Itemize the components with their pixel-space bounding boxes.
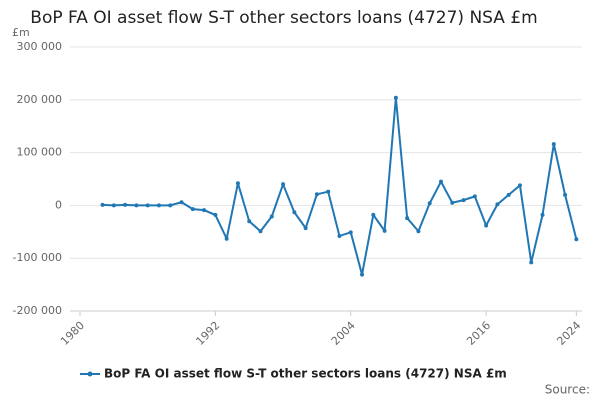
point [292,210,297,215]
x-tick-label: 1980 [58,319,87,348]
point [427,201,432,206]
chart-title: BoP FA OI asset flow S-T other sectors l… [30,8,537,28]
point [111,203,116,208]
x-tick-label: 1992 [193,319,222,348]
point [551,142,556,147]
point [179,200,184,205]
point [393,95,398,100]
point [168,203,173,208]
point [472,194,477,199]
legend-marker [87,371,93,377]
point [156,203,161,208]
source: Source: [545,383,590,397]
y-tick-label: 0 [55,198,62,211]
point [145,203,150,208]
y-unit: £m [12,26,30,39]
point [314,192,319,197]
point [326,189,331,194]
point [461,198,466,203]
legend-label: BoP FA OI asset flow S-T other sectors l… [104,367,507,381]
point [484,223,489,228]
point [337,234,342,239]
point [134,203,139,208]
point [360,272,365,277]
x-tick-label: 2024 [554,319,583,348]
y-tick-label: 200 000 [17,93,63,106]
y-tick-label: 100 000 [17,146,63,159]
point [405,216,410,221]
point [247,219,252,224]
x-tick-label: 2016 [464,319,493,348]
point [190,207,195,212]
point [281,182,286,187]
point [371,212,376,217]
point [213,212,218,217]
y-tick-label: 300 000 [17,40,63,53]
point [438,179,443,184]
point [235,181,240,186]
point [100,202,105,207]
y-tick-label: -100 000 [13,251,62,264]
point [563,192,568,197]
point [529,260,534,265]
point [540,212,545,217]
point [303,226,308,231]
point [269,214,274,219]
x-tick-label: 2004 [329,319,358,348]
point [450,200,455,205]
point [224,236,229,241]
point [416,229,421,234]
point [517,183,522,188]
point [258,229,263,234]
point [574,237,579,242]
line [102,97,578,275]
point [348,230,353,235]
point [123,202,128,207]
point [495,202,500,207]
point [202,208,207,213]
point [382,228,387,233]
y-tick-label: -200 000 [13,304,62,317]
point [506,192,511,197]
